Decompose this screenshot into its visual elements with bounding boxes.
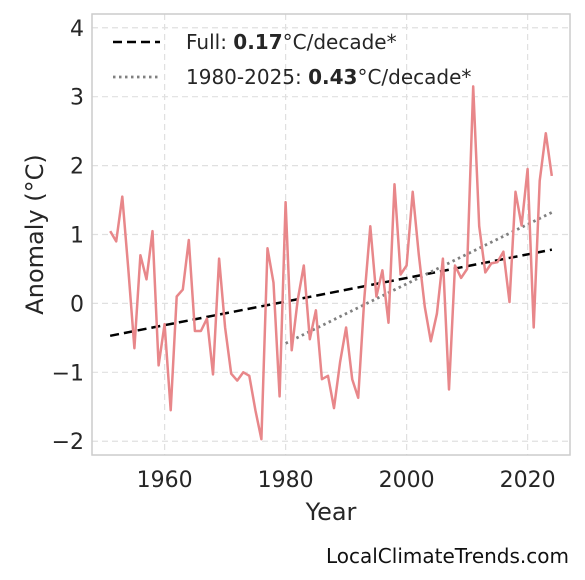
legend-unit: °C/decade* (357, 65, 471, 89)
legend-label: 1980-2025: (186, 65, 308, 89)
trend-lines (109, 211, 553, 345)
x-tick-label: 1980 (258, 468, 314, 493)
y-axis-ticks: −2 −1 0 1 2 3 4 (52, 17, 84, 455)
legend-value: 0.17 (233, 30, 282, 54)
x-axis-ticks: 1960 1980 2000 2020 (137, 468, 556, 493)
y-tick-label: −1 (52, 361, 84, 386)
y-tick-label: 2 (70, 155, 84, 180)
legend-label: Full: (186, 30, 233, 54)
x-axis-label: Year (305, 498, 357, 526)
x-tick-label: 1960 (137, 468, 193, 493)
watermark: LocalClimateTrends.com (325, 544, 569, 568)
x-tick-label: 2020 (500, 468, 556, 493)
legend: Full: 0.17°C/decade*1980-2025: 0.43°C/de… (113, 30, 471, 89)
y-tick-label: 3 (70, 86, 84, 111)
x-tick-label: 2000 (379, 468, 435, 493)
legend-value: 0.43 (308, 65, 357, 89)
y-tick-label: −2 (52, 430, 84, 455)
recent-trend-line (285, 211, 553, 345)
y-tick-label: 1 (70, 224, 84, 249)
legend-entry: 1980-2025: 0.43°C/decade* (186, 65, 471, 89)
y-tick-label: 4 (70, 17, 84, 42)
anomaly-series-line (109, 85, 554, 441)
series-lines (109, 85, 554, 441)
full-trend-line (109, 248, 553, 338)
legend-entry: Full: 0.17°C/decade* (186, 30, 397, 54)
y-axis-label: Anomaly (°C) (21, 154, 49, 314)
plot-frame (91, 13, 571, 456)
y-tick-label: 0 (70, 292, 84, 317)
legend-unit: °C/decade* (283, 30, 397, 54)
